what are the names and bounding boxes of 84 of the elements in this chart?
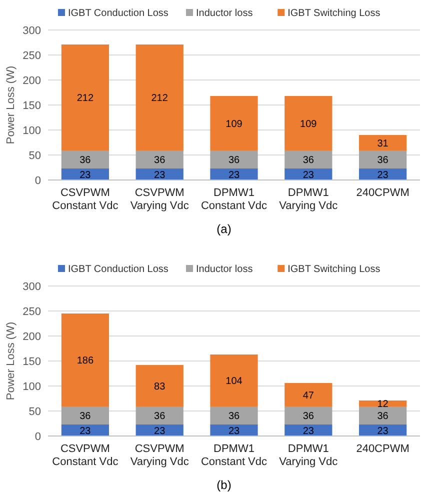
y-tick-label: 150	[22, 356, 41, 368]
x-tick-label: CSVPWM Constant Vdc	[52, 187, 119, 212]
data-label: 109	[226, 118, 243, 130]
y-tick-label: 150	[22, 100, 41, 112]
data-label: 23	[377, 426, 389, 437]
data-label: 36	[80, 411, 92, 422]
x-tick-label: 240CPWM	[356, 187, 410, 199]
data-label: 23	[228, 426, 240, 437]
legend-label: IGBT Switching Loss	[288, 264, 380, 275]
bar	[358, 135, 407, 150]
data-label: 104	[226, 376, 243, 387]
legend-label: IGBT Conduction Loss	[68, 264, 168, 275]
data-label: 83	[154, 381, 166, 392]
legend-label: Inductor loss	[196, 264, 253, 275]
y-tick-label: 200	[22, 330, 41, 343]
data-label: 47	[302, 390, 314, 402]
legend-label: IGBT Conduction Loss	[68, 8, 168, 19]
x-tick-label: DPMW1 Varying Vdc	[279, 187, 338, 212]
bar	[61, 406, 110, 424]
x-tick-label: DPMW1 Constant Vdc	[200, 443, 268, 468]
legend-label: IGBT Switching Loss	[288, 8, 380, 19]
data-label: 212	[76, 93, 94, 104]
bar	[210, 96, 258, 150]
x-tick-label: DPMW1 Constant Vdc	[200, 187, 268, 212]
bar	[284, 96, 332, 150]
data-label: 23	[377, 170, 389, 181]
y-tick-label: 100	[22, 380, 41, 393]
data-label: 23	[228, 170, 240, 181]
x-tick-label: DPMW1 Varying Vdc	[279, 443, 338, 468]
data-label: 36	[302, 411, 314, 422]
legend-label: Inductor loss	[196, 8, 253, 19]
x-tick-label: CSVPWM Varying Vdc	[130, 443, 190, 468]
bar	[136, 44, 184, 150]
text: (a)	[216, 222, 232, 236]
data-label: 36	[154, 155, 166, 166]
data-label: 36	[377, 155, 389, 166]
bar	[210, 354, 258, 406]
data-label: 212	[151, 93, 168, 104]
y-tick-label: 50	[28, 150, 41, 162]
data-label: 36	[228, 411, 240, 422]
data-label: 36	[228, 155, 240, 166]
y-axis-title: Power Loss (W)	[5, 322, 17, 400]
y-tick-label: 300	[22, 280, 41, 293]
bar	[61, 44, 110, 150]
x-tick-label: 240CPWM	[356, 443, 410, 455]
data-label: 36	[154, 411, 166, 422]
bar	[136, 150, 184, 168]
data-label: 109	[300, 118, 318, 130]
data-label: 36	[377, 411, 389, 422]
data-label: 23	[302, 426, 314, 437]
data-label: 36	[80, 155, 92, 166]
data-label: 23	[154, 426, 166, 437]
bar	[358, 150, 407, 168]
bar	[284, 383, 332, 406]
bar	[284, 150, 332, 168]
bar	[210, 406, 258, 424]
bar	[284, 406, 332, 424]
x-tick-label: CSVPWM Constant Vdc	[52, 443, 119, 468]
y-tick-label: 250	[22, 306, 41, 318]
bar	[61, 150, 110, 168]
data-label: 23	[154, 170, 166, 181]
data-label: 23	[80, 170, 92, 181]
text: (b)	[216, 478, 232, 492]
bar	[210, 150, 258, 168]
y-tick-label: 250	[22, 50, 41, 62]
bar	[61, 314, 110, 406]
data-label: 186	[76, 356, 94, 366]
y-tick-label: 0	[34, 174, 41, 187]
y-axis-title: Power Loss (W)	[5, 66, 17, 144]
y-tick-label: 50	[28, 406, 41, 418]
data-label: 23	[80, 426, 92, 437]
y-tick-label: 0	[34, 430, 41, 443]
data-label: 12	[377, 399, 389, 410]
bar	[358, 406, 407, 424]
data-label: 36	[302, 155, 314, 166]
y-tick-label: 100	[22, 124, 41, 137]
x-tick-label: CSVPWM Varying Vdc	[130, 187, 190, 212]
bar	[358, 400, 407, 406]
y-tick-label: 200	[22, 74, 41, 87]
data-label: 31	[377, 138, 389, 150]
y-tick-label: 300	[22, 24, 41, 37]
data-label: 23	[302, 170, 314, 181]
bar	[136, 365, 184, 406]
bar	[136, 406, 184, 424]
